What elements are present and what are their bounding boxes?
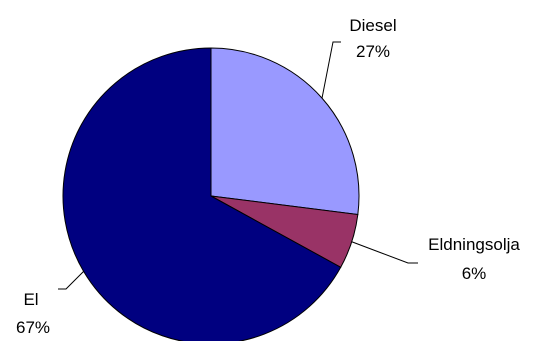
pie-slices bbox=[62, 47, 360, 341]
label-diesel-value: 27% bbox=[356, 42, 390, 61]
label-eldningsolja-name: Eldningsolja bbox=[428, 235, 520, 254]
leader-line-el bbox=[58, 270, 84, 290]
label-el-value: 67% bbox=[16, 318, 50, 337]
label-el-name: El bbox=[23, 290, 38, 309]
leader-lines bbox=[58, 41, 418, 290]
label-eldningsolja-value: 6% bbox=[462, 264, 487, 283]
label-diesel-name: Diesel bbox=[349, 16, 396, 35]
leader-line-diesel bbox=[321, 41, 341, 99]
leader-line-eldningsolja bbox=[351, 241, 418, 264]
pie-slice-diesel bbox=[210, 47, 360, 216]
